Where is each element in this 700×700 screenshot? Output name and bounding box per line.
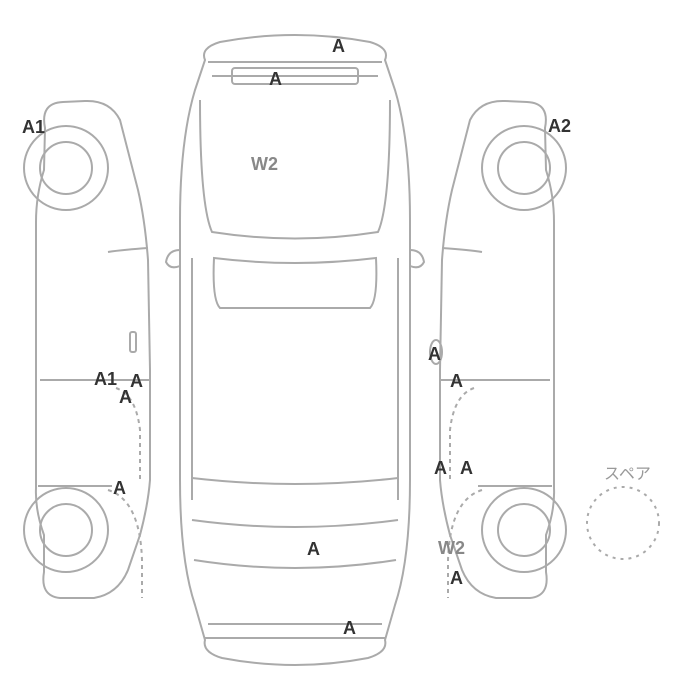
label-a-hood: A — [269, 69, 282, 90]
label-a-rear-bumper: A — [343, 618, 356, 639]
label-w2-right-lower: W2 — [438, 538, 465, 559]
label-a1-left-front: A1 — [22, 117, 45, 138]
label-a-left-door-2: A — [119, 387, 132, 408]
label-a-right-lower: A — [450, 568, 463, 589]
label-a-front-bumper: A — [332, 36, 345, 57]
right-side-view — [430, 101, 566, 598]
label-a-right-door: A — [450, 371, 463, 392]
left-side-view — [24, 101, 150, 598]
label-a1-left-door: A1 — [94, 369, 117, 390]
label-a2-right-front: A2 — [548, 116, 571, 137]
spare-tire-label: スペア — [604, 460, 651, 484]
top-view — [166, 35, 424, 665]
vehicle-diagram: A A A1 A2 W2 A A1 A A A A A A A W2 A A ス… — [0, 0, 700, 700]
label-a-left-rear: A — [113, 478, 126, 499]
label-a-trunk: A — [307, 539, 320, 560]
label-a-right-door-upper: A — [428, 344, 441, 365]
label-a-right-rear-2: A — [460, 458, 473, 479]
spare-tire-circle — [587, 487, 659, 559]
label-a-right-rear-1: A — [434, 458, 447, 479]
label-w2-windshield: W2 — [251, 154, 278, 175]
vehicle-outline-svg — [0, 0, 700, 700]
